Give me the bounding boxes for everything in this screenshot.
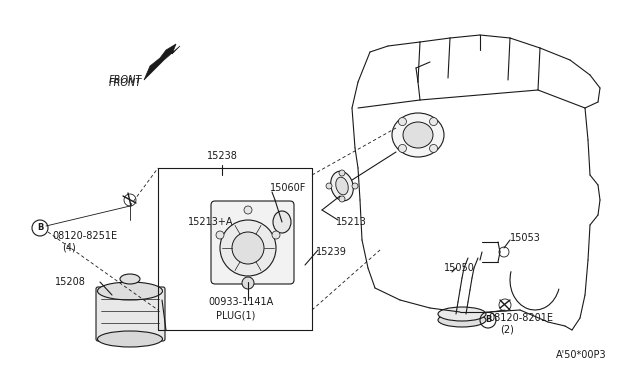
Text: 15213+A: 15213+A [188, 217, 234, 227]
Circle shape [429, 118, 438, 126]
Text: FRONT: FRONT [109, 78, 142, 88]
Text: 15239: 15239 [316, 247, 347, 257]
Ellipse shape [331, 171, 353, 201]
Text: 08120-8201E: 08120-8201E [488, 313, 553, 323]
Text: 15050: 15050 [444, 263, 475, 273]
Circle shape [339, 170, 345, 176]
FancyBboxPatch shape [211, 201, 294, 284]
Circle shape [272, 231, 280, 239]
Circle shape [216, 231, 224, 239]
Circle shape [399, 118, 406, 126]
Ellipse shape [392, 113, 444, 157]
Circle shape [339, 196, 345, 202]
Circle shape [232, 232, 264, 264]
Ellipse shape [97, 282, 163, 300]
Polygon shape [144, 44, 180, 80]
Circle shape [352, 183, 358, 189]
Text: 08120-8251E: 08120-8251E [52, 231, 117, 241]
Circle shape [220, 220, 276, 276]
Circle shape [429, 144, 438, 153]
Text: B: B [37, 224, 43, 232]
Text: PLUG(1): PLUG(1) [216, 311, 255, 321]
Text: 15238: 15238 [207, 151, 237, 161]
Text: 15053: 15053 [510, 233, 541, 243]
Ellipse shape [403, 122, 433, 148]
Text: 15208: 15208 [55, 277, 86, 287]
Ellipse shape [336, 177, 348, 195]
Ellipse shape [273, 211, 291, 233]
Ellipse shape [97, 331, 163, 347]
Circle shape [399, 144, 406, 153]
Text: B: B [485, 315, 491, 324]
Ellipse shape [438, 313, 486, 327]
Ellipse shape [120, 274, 140, 284]
Text: FRONT: FRONT [109, 75, 142, 85]
FancyBboxPatch shape [96, 287, 165, 341]
Text: 15060F: 15060F [270, 183, 307, 193]
Text: (2): (2) [500, 325, 514, 335]
Circle shape [244, 206, 252, 214]
Ellipse shape [438, 307, 486, 321]
Circle shape [242, 277, 254, 289]
Circle shape [326, 183, 332, 189]
Text: 00933-1141A: 00933-1141A [208, 297, 273, 307]
Text: A'50*00P3: A'50*00P3 [556, 350, 607, 360]
Text: 15213: 15213 [336, 217, 367, 227]
Text: (4): (4) [62, 243, 76, 253]
